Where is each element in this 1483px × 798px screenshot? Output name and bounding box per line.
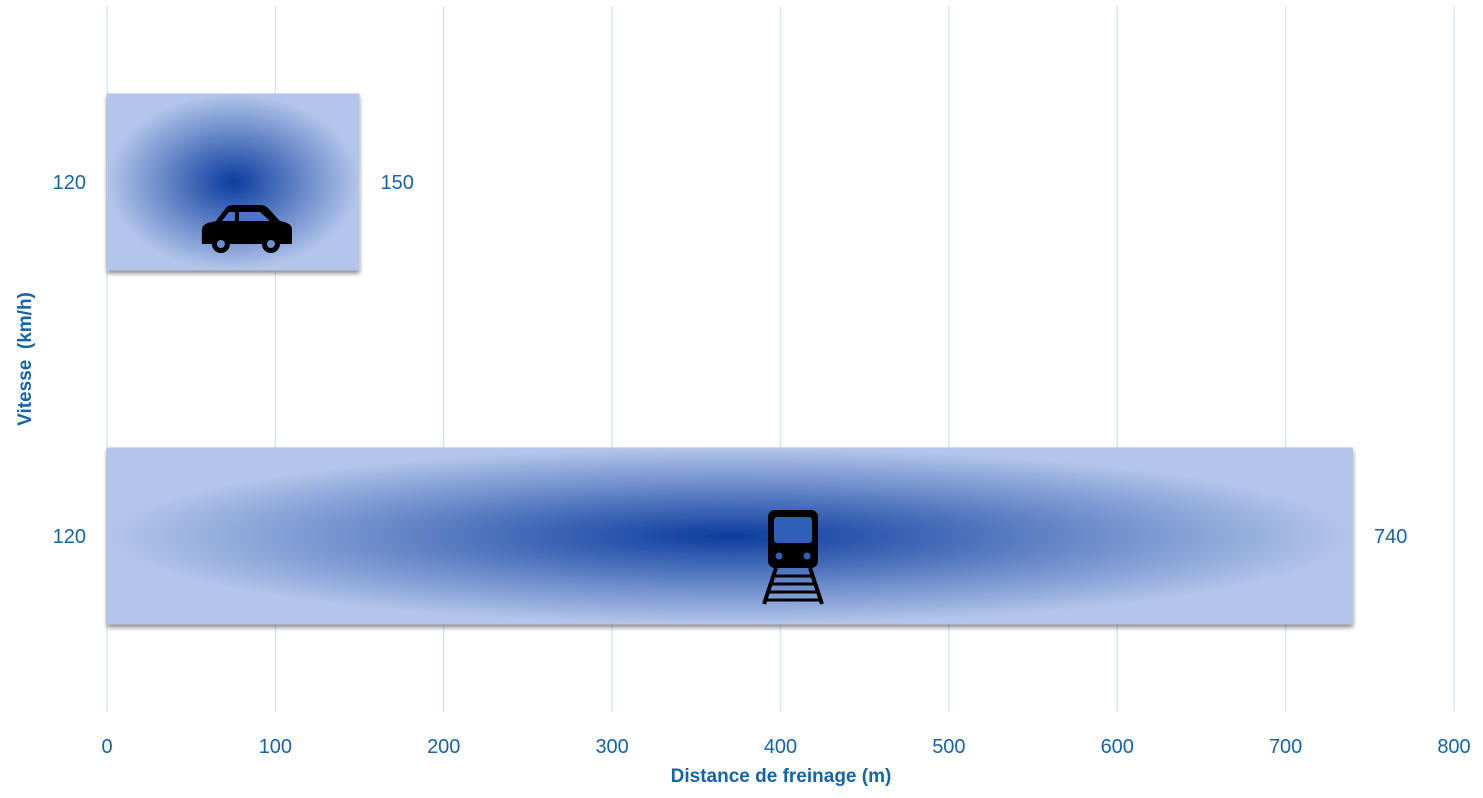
x-tick-label: 300 — [595, 736, 628, 758]
x-tick-label: 100 — [259, 736, 292, 758]
bar-layer — [107, 93, 1353, 625]
x-tick-label: 0 — [101, 736, 112, 758]
bar-train — [107, 447, 1353, 625]
y-category-label: 120 — [53, 172, 86, 194]
bar-value-label: 740 — [1374, 526, 1407, 548]
x-tick-label: 700 — [1269, 736, 1302, 758]
car-icon — [201, 205, 292, 253]
x-tick-label: 200 — [427, 736, 460, 758]
bar-value-label: 150 — [381, 172, 414, 194]
x-tick-label: 400 — [764, 736, 797, 758]
x-tick-label: 800 — [1437, 736, 1470, 758]
label-layer: 0 100 200 300 400 500 600 700 800 120 150 120 740 — [53, 172, 1471, 758]
train-icon — [762, 510, 824, 605]
y-category-label: 120 — [53, 526, 86, 548]
x-axis-title: Distance de freinage (m) — [671, 766, 892, 787]
y-axis-title: Vitesse (km/h) — [15, 292, 36, 426]
x-tick-label: 600 — [1101, 736, 1134, 758]
x-tick-label: 500 — [932, 736, 965, 758]
